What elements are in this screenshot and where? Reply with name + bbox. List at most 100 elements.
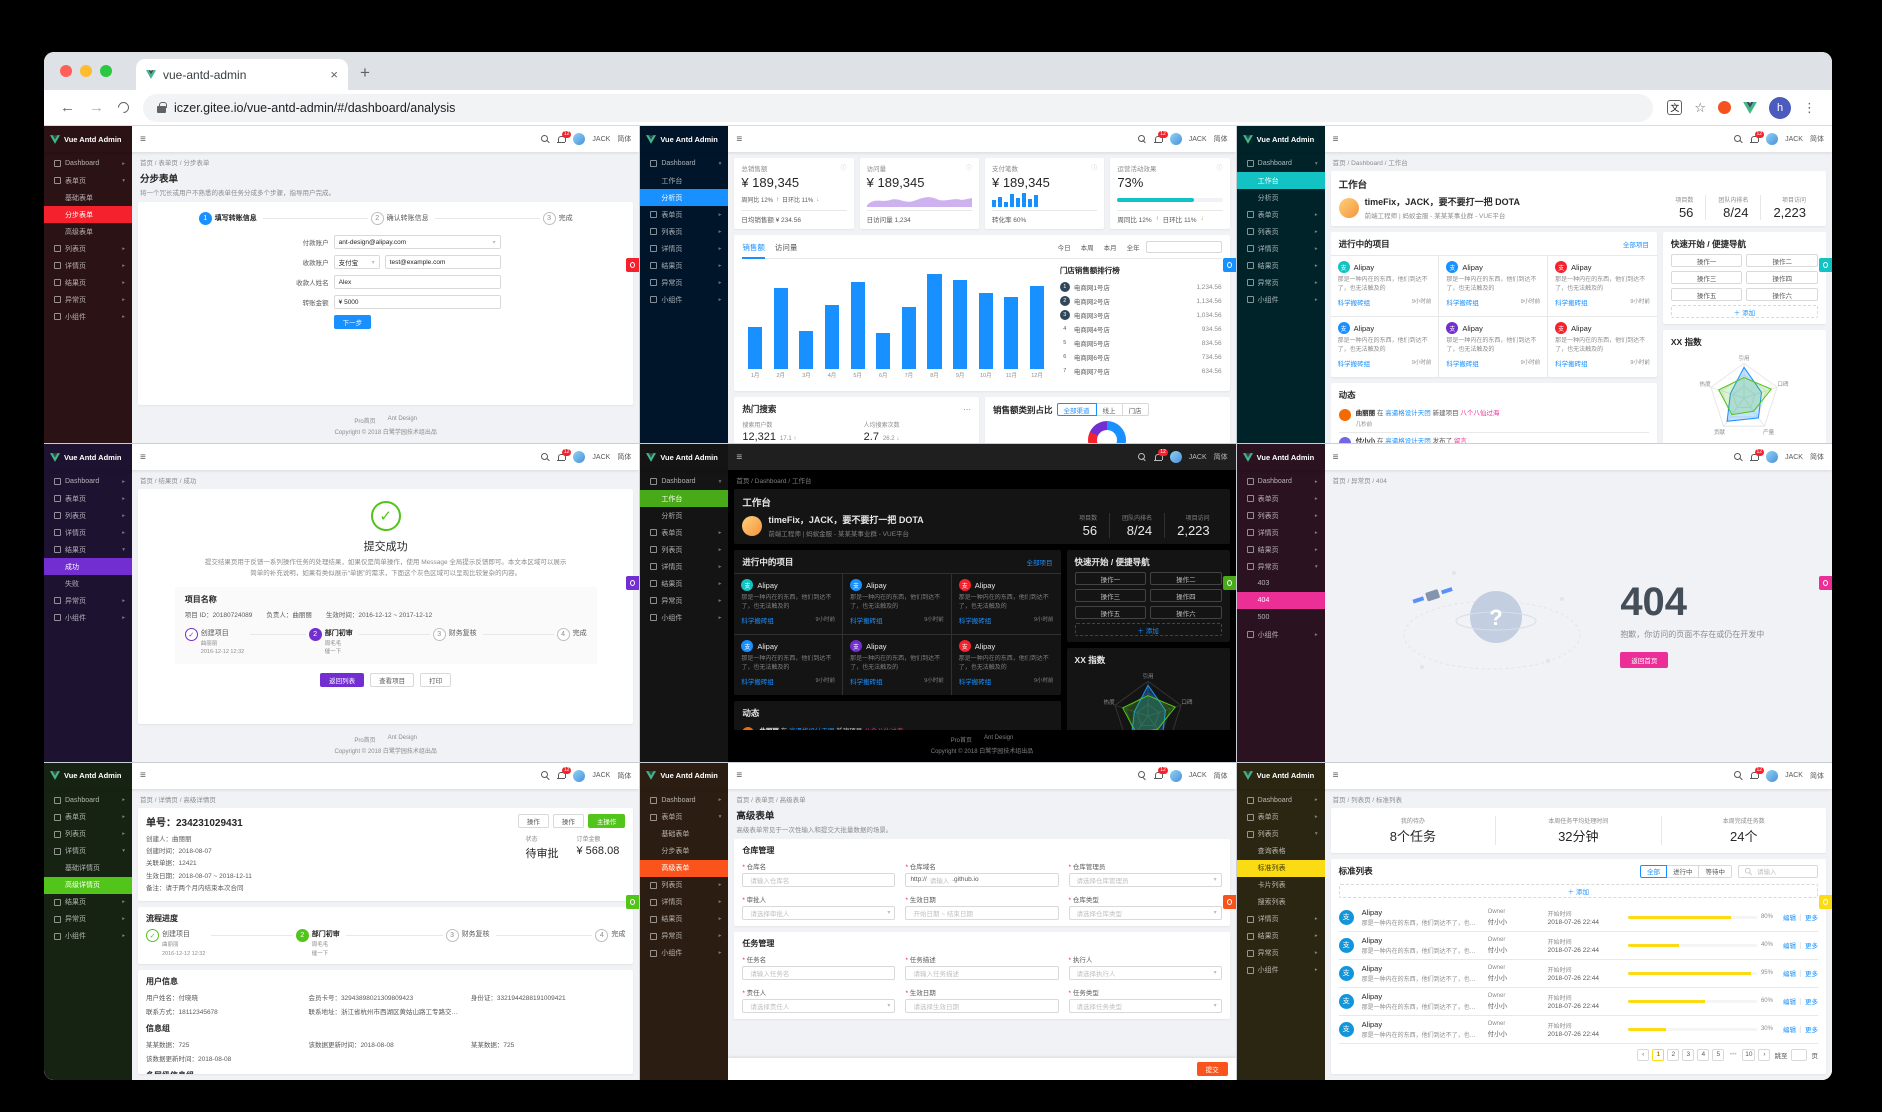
sidebar-item[interactable]: 列表页 ▾ bbox=[1237, 826, 1325, 843]
sidebar-item[interactable]: 列表页 ▸ bbox=[44, 507, 132, 524]
sidebar-item[interactable]: 表单页 ▾ bbox=[44, 172, 132, 189]
sidebar-item[interactable]: 分析页 bbox=[661, 512, 683, 520]
form-field[interactable]: 请选择任务类型 ▾ bbox=[1068, 998, 1222, 1013]
profile-avatar[interactable]: h bbox=[1769, 96, 1791, 119]
user-name[interactable]: JACK bbox=[1785, 135, 1803, 143]
sidebar-item[interactable]: 表单页 ▸ bbox=[44, 490, 132, 507]
zoom-window-button[interactable] bbox=[100, 65, 112, 77]
sidebar-item[interactable]: 小组件 ▸ bbox=[44, 928, 132, 945]
form-field[interactable]: 请选择仓库管理员 ▾ bbox=[1068, 872, 1222, 887]
sidebar-item[interactable]: 列表页 ▸ bbox=[44, 826, 132, 843]
sidebar-item[interactable]: 工作台 bbox=[661, 177, 683, 185]
filter-radio[interactable]: 等待中 bbox=[1699, 864, 1732, 878]
user-name[interactable]: JACK bbox=[592, 772, 611, 780]
search-icon[interactable] bbox=[541, 452, 550, 462]
avatar[interactable] bbox=[1169, 133, 1182, 145]
sidebar-item[interactable]: 小组件 ▸ bbox=[44, 609, 132, 626]
sidebar-item[interactable]: 异常页 ▸ bbox=[44, 911, 132, 928]
sidebar-item[interactable]: 404 bbox=[1236, 592, 1325, 610]
sidebar-item[interactable]: 500 bbox=[1257, 614, 1270, 622]
language-switch[interactable]: 简体 bbox=[617, 454, 632, 462]
sidebar-item[interactable]: 结果页 ▸ bbox=[44, 274, 132, 291]
form-field[interactable]: 请输入任务描述 bbox=[905, 965, 1059, 980]
project-card[interactable]: 支 Alipay 那是一种内在的东西，他们到达不了，也无法触及的 科学搬砖组 9小时前 bbox=[1548, 255, 1657, 316]
sidebar-item[interactable]: 基础表单 bbox=[65, 194, 93, 202]
edit-link[interactable]: 编辑 bbox=[1782, 971, 1796, 979]
footer-link[interactable]: Ant Design bbox=[387, 416, 418, 423]
sidebar-item[interactable]: 小组件 ▸ bbox=[1237, 962, 1325, 979]
sidebar-item[interactable]: 详情页 ▸ bbox=[44, 257, 132, 274]
search-icon[interactable] bbox=[1137, 452, 1147, 462]
app-logo[interactable]: Vue Antd Admin bbox=[44, 126, 132, 152]
sidebar-item[interactable]: 分步表单 bbox=[44, 206, 132, 223]
theme-settings-button[interactable] bbox=[1222, 258, 1236, 272]
sidebar-item[interactable]: 基础表单 bbox=[661, 831, 690, 839]
more-link[interactable]: 更多 bbox=[1804, 943, 1818, 951]
sidebar-item[interactable]: 分步表单 bbox=[661, 848, 690, 856]
sidebar-item[interactable]: 分析页 bbox=[640, 189, 729, 206]
sidebar-item[interactable]: 列表页 ▸ bbox=[640, 541, 728, 558]
sidebar-item[interactable]: 结果页 ▸ bbox=[1237, 541, 1325, 558]
sidebar-item[interactable]: 查询表格 bbox=[1257, 848, 1286, 856]
bookmark-star-icon[interactable]: ☆ bbox=[1694, 99, 1706, 115]
user-name[interactable]: JACK bbox=[1188, 772, 1207, 780]
page-button[interactable]: 10 bbox=[1742, 1048, 1756, 1061]
menu-collapse-icon[interactable]: ≡ bbox=[736, 451, 743, 463]
sidebar-item[interactable]: 详情页 ▸ bbox=[1237, 240, 1325, 257]
language-switch[interactable]: 简体 bbox=[1809, 136, 1824, 143]
language-switch[interactable]: 简体 bbox=[1809, 454, 1824, 462]
search-icon[interactable] bbox=[1137, 134, 1147, 144]
quick-action[interactable]: 操作一 bbox=[1074, 572, 1147, 586]
payment-account-select[interactable]: ant-design@alipay.com ▾ bbox=[333, 235, 501, 249]
footer-link[interactable]: Ant Design bbox=[983, 734, 1014, 741]
project-card[interactable]: 支 Alipay 那是一种内在的东西，他们到达不了，也无法触及的 科学搬砖组 9小时前 bbox=[951, 573, 1061, 634]
extension-icon-orange[interactable] bbox=[1718, 101, 1731, 114]
form-field[interactable]: 开始日期 ~ 结束日期 bbox=[905, 905, 1059, 920]
search-icon[interactable] bbox=[1137, 771, 1147, 780]
theme-settings-button[interactable] bbox=[1818, 894, 1832, 909]
range-link[interactable]: 本周 bbox=[1080, 245, 1094, 252]
page-button[interactable]: 3 bbox=[1682, 1048, 1695, 1061]
menu-collapse-icon[interactable]: ≡ bbox=[736, 133, 743, 145]
menu-collapse-icon[interactable]: ≡ bbox=[736, 770, 743, 782]
search-icon[interactable] bbox=[541, 771, 550, 780]
quick-action[interactable]: 操作三 bbox=[1670, 271, 1743, 284]
add-quick-action[interactable]: ＋ 添加 bbox=[1670, 305, 1818, 318]
more-link[interactable]: 更多 bbox=[1804, 1027, 1818, 1035]
sidebar-item[interactable]: 结果页 ▸ bbox=[640, 575, 728, 592]
add-button[interactable]: ＋ 添加 bbox=[1338, 883, 1818, 898]
app-logo[interactable]: Vue Antd Admin bbox=[640, 126, 729, 152]
language-switch[interactable]: 简体 bbox=[1213, 772, 1228, 780]
page-button[interactable]: 4 bbox=[1697, 1048, 1710, 1061]
action-button[interactable]: 操作 bbox=[517, 814, 549, 829]
theme-settings-button[interactable] bbox=[1222, 576, 1236, 591]
user-name[interactable]: JACK bbox=[1785, 453, 1803, 461]
sidebar-item[interactable]: 结果页 ▸ bbox=[1237, 928, 1325, 945]
footer-link[interactable]: Pro首页 bbox=[950, 737, 972, 744]
sidebar-item[interactable]: 异常页 ▸ bbox=[640, 928, 728, 945]
filter-radio[interactable]: 进行中 bbox=[1666, 864, 1700, 878]
sidebar-item[interactable]: 详情页 ▸ bbox=[640, 240, 728, 257]
sidebar-item[interactable]: Dashboard ▸ bbox=[44, 792, 132, 809]
avatar[interactable] bbox=[1766, 451, 1779, 464]
edit-link[interactable]: 编辑 bbox=[1782, 915, 1796, 923]
sidebar-item[interactable]: 异常页 ▸ bbox=[44, 592, 132, 609]
channel-filter[interactable]: 全部渠道 bbox=[1056, 403, 1097, 416]
sidebar-item[interactable]: 表单页 ▸ bbox=[640, 524, 728, 541]
project-card[interactable]: 支 Alipay 那是一种内在的东西，他们到达不了，也无法触及的 科学搬砖组 9小时前 bbox=[1439, 316, 1549, 377]
sidebar-item[interactable]: 异常页 ▸ bbox=[1237, 945, 1325, 962]
next-step-button[interactable]: 下一步 bbox=[333, 315, 372, 329]
range-link[interactable]: 本月 bbox=[1103, 245, 1117, 252]
user-name[interactable]: JACK bbox=[592, 135, 611, 143]
theme-settings-button[interactable] bbox=[1818, 258, 1832, 272]
bell-icon[interactable]: 12 bbox=[1750, 130, 1765, 144]
sidebar-item[interactable]: 结果页 ▸ bbox=[1237, 257, 1325, 274]
sidebar-item[interactable]: 列表页 ▸ bbox=[640, 223, 728, 240]
quick-action[interactable]: 操作六 bbox=[1150, 606, 1222, 620]
bell-icon[interactable]: 12 bbox=[1153, 130, 1168, 144]
chart-tab[interactable]: 销售额 bbox=[742, 242, 765, 259]
form-field[interactable]: 请选择责任人 ▾ bbox=[742, 998, 896, 1013]
all-projects-link[interactable]: 全部项目 bbox=[1622, 242, 1649, 249]
avatar[interactable] bbox=[1766, 769, 1779, 782]
sidebar-item[interactable]: 表单页 ▸ bbox=[1237, 206, 1325, 223]
